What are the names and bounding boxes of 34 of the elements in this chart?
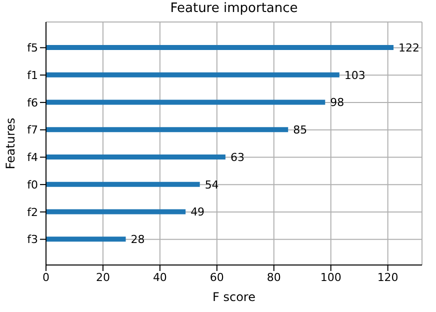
bar <box>46 72 340 78</box>
data-label: 28 <box>130 233 145 246</box>
x-tick-label: 60 <box>210 270 224 284</box>
data-label: 98 <box>330 96 344 110</box>
bar <box>46 154 226 160</box>
data-label: 103 <box>344 68 366 82</box>
y-tick-label: f7 <box>27 124 38 137</box>
x-tick-label: 100 <box>320 270 342 284</box>
y-tick-label: f0 <box>27 178 38 192</box>
y-tick-label: f3 <box>27 233 38 246</box>
y-tick-label: f1 <box>27 68 38 82</box>
y-tick-label: f4 <box>27 151 38 164</box>
bar <box>46 236 126 242</box>
y-tick-label: f5 <box>27 42 38 55</box>
x-axis-title: F score <box>212 290 256 304</box>
x-tick-label: 120 <box>377 270 398 284</box>
data-label: 54 <box>204 178 219 192</box>
x-tick-label: 80 <box>266 270 281 284</box>
bar <box>46 100 326 105</box>
x-tick-label: 0 <box>42 270 50 284</box>
bar <box>46 127 288 132</box>
x-tick-label: 40 <box>152 270 167 284</box>
bar <box>46 45 394 50</box>
y-axis-title: Features <box>3 118 18 170</box>
data-label: 85 <box>293 124 308 137</box>
bar <box>46 182 200 187</box>
data-label: 122 <box>398 41 420 54</box>
data-label: 63 <box>230 150 244 164</box>
data-label: 49 <box>190 206 205 219</box>
x-tick-label: 20 <box>96 270 110 284</box>
bar <box>46 209 186 214</box>
chart-title: Feature importance <box>169 1 299 16</box>
y-tick-label: f6 <box>27 96 38 110</box>
y-tick-label: f2 <box>27 206 38 219</box>
